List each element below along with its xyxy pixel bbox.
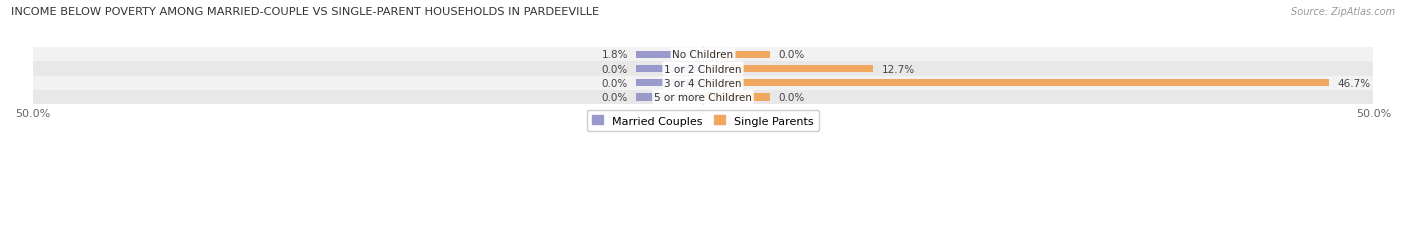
Text: 0.0%: 0.0% <box>778 50 804 60</box>
Text: 0.0%: 0.0% <box>778 93 804 103</box>
Bar <box>703 66 873 73</box>
Text: 0.0%: 0.0% <box>602 78 628 88</box>
Text: 5 or more Children: 5 or more Children <box>654 93 752 103</box>
Bar <box>636 80 703 87</box>
Bar <box>636 66 703 73</box>
Text: 0.0%: 0.0% <box>602 64 628 74</box>
Bar <box>32 90 1374 105</box>
Bar <box>32 76 1374 90</box>
Text: INCOME BELOW POVERTY AMONG MARRIED-COUPLE VS SINGLE-PARENT HOUSEHOLDS IN PARDEEV: INCOME BELOW POVERTY AMONG MARRIED-COUPL… <box>11 7 599 17</box>
Bar <box>32 48 1374 62</box>
Legend: Married Couples, Single Parents: Married Couples, Single Parents <box>586 110 820 132</box>
Bar <box>703 94 770 101</box>
Text: 0.0%: 0.0% <box>602 93 628 103</box>
Bar <box>703 51 770 59</box>
Text: 1 or 2 Children: 1 or 2 Children <box>664 64 742 74</box>
Text: Source: ZipAtlas.com: Source: ZipAtlas.com <box>1291 7 1395 17</box>
Text: 1.8%: 1.8% <box>602 50 628 60</box>
Bar <box>636 51 703 59</box>
Bar <box>636 94 703 101</box>
Bar <box>703 80 1329 87</box>
Bar <box>32 62 1374 76</box>
Text: No Children: No Children <box>672 50 734 60</box>
Text: 3 or 4 Children: 3 or 4 Children <box>664 78 742 88</box>
Text: 12.7%: 12.7% <box>882 64 914 74</box>
Text: 46.7%: 46.7% <box>1337 78 1371 88</box>
